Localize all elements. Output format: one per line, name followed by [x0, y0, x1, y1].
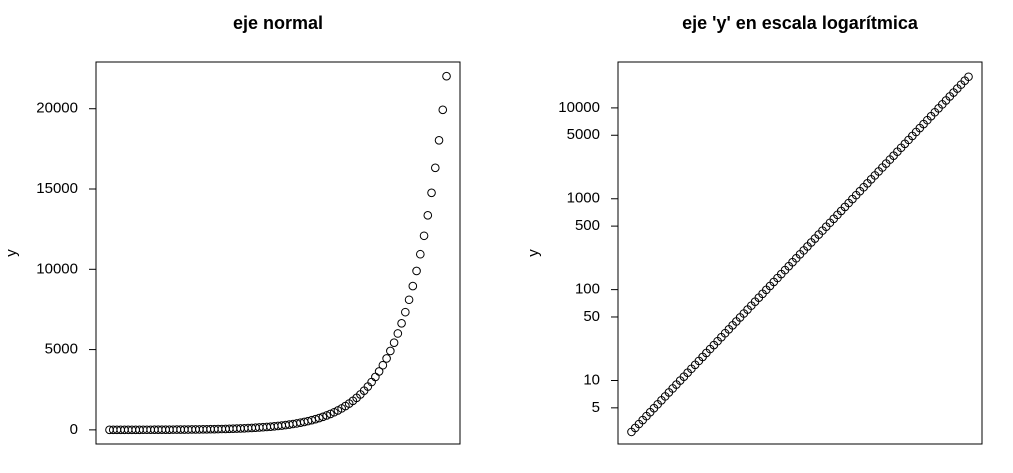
point	[386, 346, 395, 356]
point	[408, 281, 418, 291]
y-tick-label: 5000	[45, 341, 78, 358]
y-tick-label: 10000	[36, 260, 78, 277]
point	[401, 307, 410, 317]
chart-title: eje 'y' en escala logarítmica	[682, 13, 919, 33]
y-tick-label: 1000	[567, 190, 600, 207]
y-tick-label: 20000	[36, 100, 78, 117]
point	[427, 188, 436, 198]
point	[964, 72, 973, 82]
point	[389, 338, 399, 347]
point	[371, 372, 380, 382]
point	[326, 409, 335, 419]
point	[434, 135, 444, 145]
y-tick-label: 5000	[567, 126, 600, 143]
point	[311, 414, 320, 424]
chart-title: eje normal	[233, 13, 323, 33]
point	[322, 411, 331, 420]
point	[438, 105, 448, 115]
y-axis-label: y	[3, 249, 20, 257]
y-tick-label: 5	[592, 399, 600, 416]
point	[404, 295, 414, 305]
plot-frame	[617, 61, 983, 445]
point	[374, 367, 384, 376]
point	[314, 413, 324, 423]
y-tick-label: 100	[575, 281, 600, 298]
point	[378, 360, 388, 370]
point	[393, 329, 403, 338]
point	[423, 211, 433, 220]
y-tick-label: 10000	[558, 99, 600, 116]
y-tick-label: 50	[583, 308, 600, 325]
point	[419, 231, 429, 241]
y-tick-label: 15000	[36, 180, 78, 197]
point	[397, 319, 406, 328]
y-tick-label: 500	[575, 217, 600, 234]
point	[442, 71, 451, 81]
point	[318, 412, 328, 422]
point	[416, 249, 425, 259]
point	[430, 163, 440, 173]
y-tick-label: 0	[70, 421, 78, 438]
y-axis-label: y	[525, 249, 542, 257]
point	[382, 354, 391, 363]
plot-frame	[95, 61, 461, 445]
y-tick-label: 10	[583, 371, 600, 388]
point	[412, 266, 421, 276]
